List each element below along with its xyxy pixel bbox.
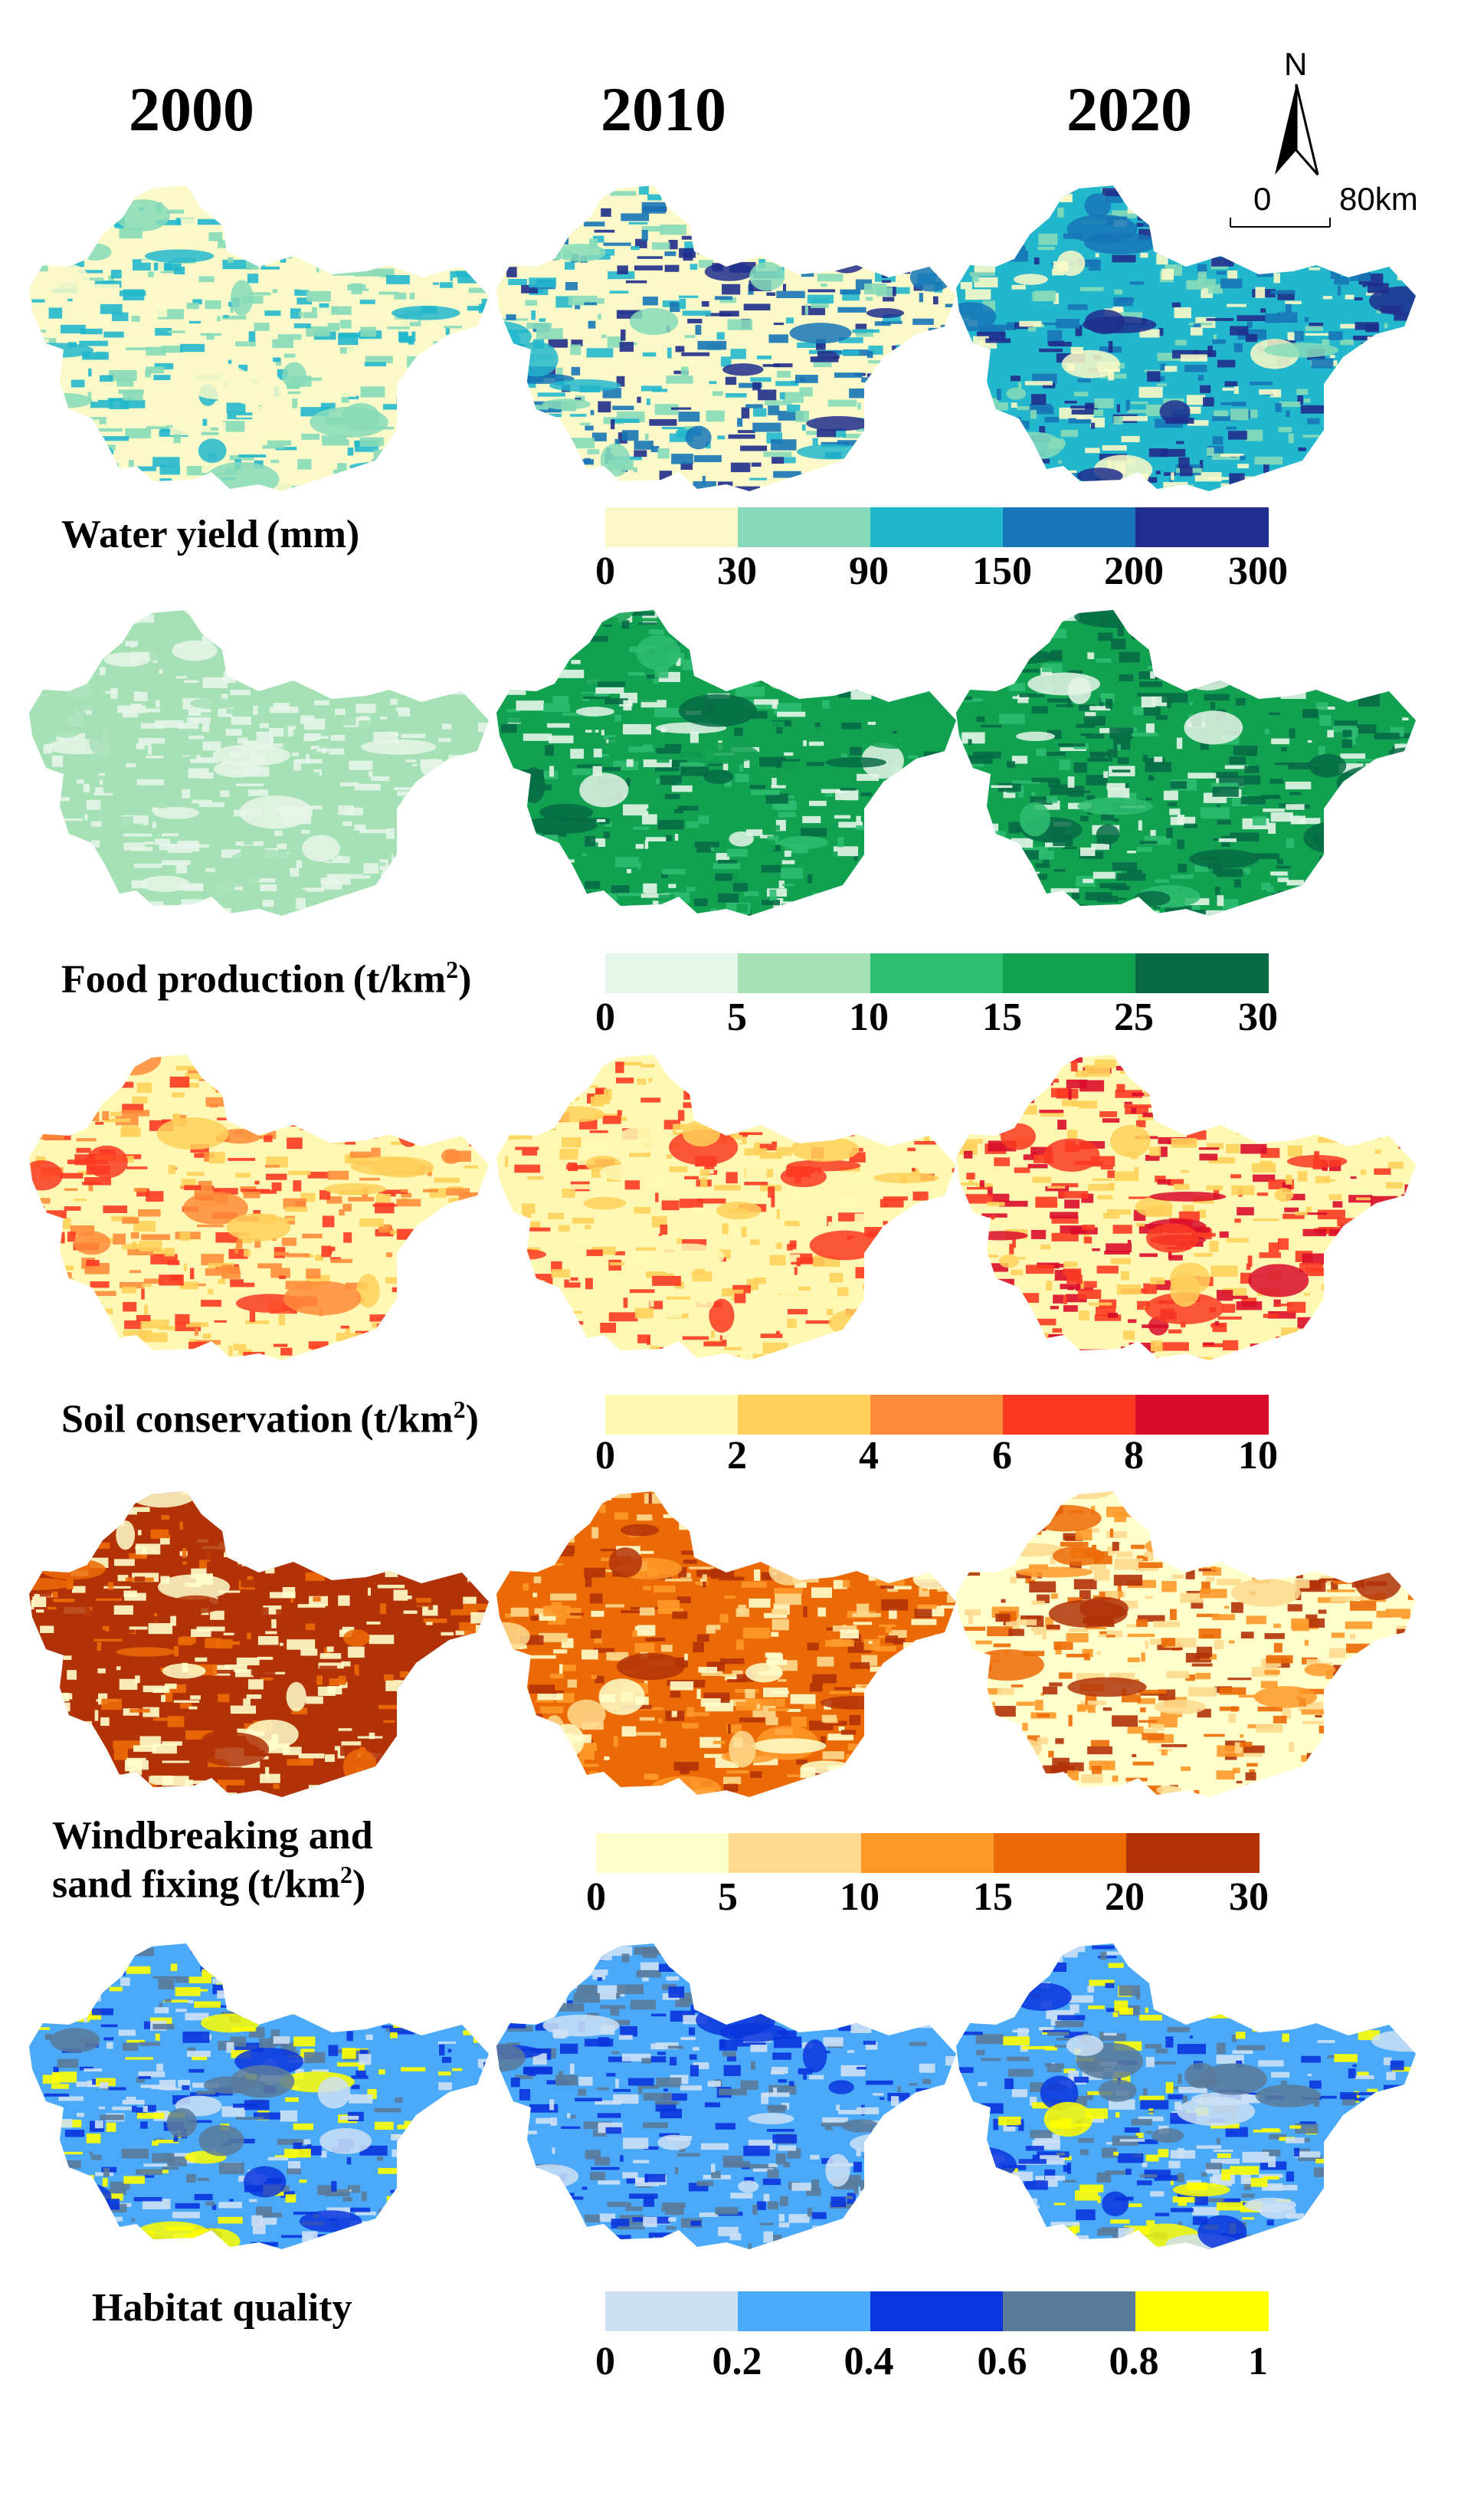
legend-tick: 0.4 — [844, 2340, 894, 2383]
legend-tick: 25 — [1114, 995, 1154, 1039]
legend-tick: 6 — [992, 1434, 1012, 1478]
legend-tick: 30 — [1229, 1875, 1269, 1919]
legend-tick: 0 — [595, 995, 615, 1039]
legend-swatch — [596, 1833, 729, 1873]
legend-swatch — [1003, 953, 1136, 993]
legend-swatch — [870, 1395, 1004, 1435]
year-label-2000: 2000 — [129, 74, 254, 144]
legend-swatch — [861, 1833, 994, 1873]
food-production-label: Food production (t/km2) — [61, 956, 472, 1002]
region-map — [496, 1054, 956, 1360]
legend-swatch — [605, 2291, 739, 2331]
legend-tick: 200 — [1104, 549, 1164, 593]
legend-tick: 150 — [972, 549, 1032, 593]
legend-tick: 15 — [973, 1875, 1013, 1919]
region-map — [29, 1943, 489, 2249]
legend-tick: 5 — [727, 995, 747, 1039]
legend-swatch — [1135, 953, 1269, 993]
food-production-legend-ticks: 0 5 10 15 25 30 — [0, 995, 1484, 1041]
legend-tick: 10 — [1238, 1434, 1278, 1478]
legend-swatch — [1135, 2291, 1269, 2331]
windbreaking-legend-ticks: 0 5 10 15 20 30 — [0, 1874, 1484, 1920]
scale-bar-distance: 80km — [1339, 181, 1418, 217]
region-map — [496, 1943, 956, 2249]
water-yield-label: Water yield (mm) — [61, 513, 360, 556]
legend-tick: 0.2 — [712, 2340, 762, 2383]
soil-conservation-label: Soil conservation (t/km2) — [61, 1396, 479, 1442]
legend-tick: 0 — [595, 1434, 615, 1478]
region-map — [956, 610, 1416, 916]
legend-swatch — [605, 507, 739, 547]
legend-tick: 0 — [586, 1875, 606, 1919]
legend-tick: 90 — [849, 549, 889, 593]
legend-tick: 20 — [1105, 1875, 1145, 1919]
legend-tick: 0 — [595, 549, 615, 593]
legend-swatch — [729, 1833, 862, 1873]
soil-conservation-legend-ticks: 0 2 4 6 8 10 — [0, 1433, 1484, 1479]
legend-tick: 30 — [717, 549, 757, 593]
legend-swatch — [870, 953, 1004, 993]
legend-swatch — [870, 2291, 1004, 2331]
legend-tick: 1 — [1248, 2340, 1268, 2383]
legend-swatch — [605, 1395, 739, 1435]
legend-tick: 30 — [1238, 995, 1278, 1039]
scale-bar-zero: 0 — [1253, 181, 1272, 217]
region-map — [956, 1491, 1416, 1797]
region-map — [496, 1491, 956, 1797]
legend-tick: 0.6 — [977, 2340, 1027, 2383]
year-label-2020: 2020 — [1066, 74, 1192, 144]
legend-tick: 4 — [859, 1434, 879, 1478]
legend-swatch — [605, 953, 739, 993]
legend-swatch — [738, 1395, 871, 1435]
legend-tick: 5 — [718, 1875, 738, 1919]
legend-swatch — [1135, 507, 1269, 547]
legend-swatch — [1135, 1395, 1269, 1435]
scale-bar — [1230, 218, 1331, 228]
region-map — [29, 1054, 489, 1360]
habitat-quality-legend-ticks: 0 0.2 0.4 0.6 0.8 1 — [0, 2339, 1484, 2385]
legend-tick: 2 — [727, 1434, 747, 1478]
legend-swatch — [870, 507, 1004, 547]
region-map — [29, 1491, 489, 1797]
legend-tick: 8 — [1124, 1434, 1144, 1478]
windbreaking-label: Windbreaking and sand fixing (t/km2) — [52, 1814, 373, 1907]
north-label: N — [1284, 46, 1308, 82]
legend-tick: 15 — [982, 995, 1022, 1039]
habitat-quality-label: Habitat quality — [92, 2286, 352, 2330]
region-map — [496, 610, 956, 916]
year-label-2010: 2010 — [601, 74, 726, 144]
region-map — [956, 1054, 1416, 1360]
legend-swatch — [1003, 1395, 1136, 1435]
legend-tick: 0.8 — [1109, 2340, 1159, 2383]
region-map — [496, 185, 956, 491]
region-map — [29, 185, 489, 491]
legend-swatch — [738, 953, 871, 993]
legend-tick: 10 — [840, 1875, 880, 1919]
legend-tick: 0 — [595, 2340, 615, 2383]
legend-swatch — [994, 1833, 1127, 1873]
legend-swatch — [738, 2291, 871, 2331]
region-map — [29, 610, 489, 916]
north-arrow-icon — [1275, 84, 1319, 175]
region-map — [956, 185, 1416, 491]
legend-swatch — [1003, 507, 1136, 547]
legend-tick: 10 — [849, 995, 889, 1039]
legend-swatch — [1003, 2291, 1136, 2331]
water-yield-legend-ticks: 0 30 90 150 200 300 — [0, 549, 1484, 595]
region-map — [956, 1943, 1416, 2249]
legend-swatch — [738, 507, 871, 547]
legend-tick: 300 — [1228, 549, 1288, 593]
legend-swatch — [1126, 1833, 1260, 1873]
